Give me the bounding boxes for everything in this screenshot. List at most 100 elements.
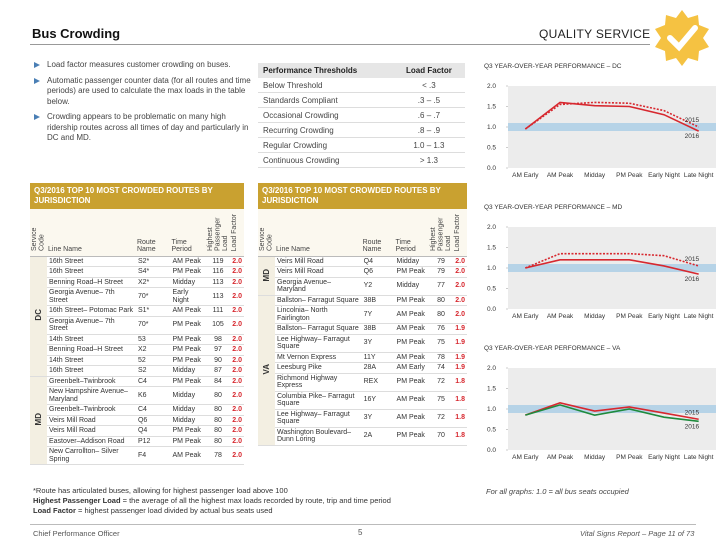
table-row: VA Ballston– Farragut Square 38B PM Peak 80 2… [258, 295, 467, 446]
header-text: Time Period [395, 238, 416, 254]
x-tick-label: PM Peak [616, 313, 643, 320]
line-chart: Q3 YEAR-OVER-YEAR PERFORMANCE – DC 0.0 0.5… [484, 63, 716, 179]
table-cell: 1.9 [453, 323, 467, 335]
table-cell: 1.8 [453, 409, 467, 428]
table-cell: < .3 [392, 78, 465, 93]
table-row: Regular Crowding 1.0 – 1.3 [258, 137, 465, 153]
table-cell: 80 [205, 436, 231, 447]
table-row: Below Threshold < .3 [258, 78, 465, 93]
y-tick-label: 1.5 [487, 104, 496, 111]
table-cell: Washington Boulevard– Dunn Loring [275, 427, 362, 446]
table-cell: 38B [361, 323, 395, 335]
table-cell: 2.0 [230, 365, 244, 377]
table-row: Ballston– Farragut Square 38B AM Peak 76 1.9 [258, 323, 467, 335]
table-cell: 84 [205, 376, 231, 387]
table-cell: 2.0 [230, 376, 244, 387]
table-cell: Ballston– Farragut Square [275, 295, 362, 306]
table-row: Georgia Avenue– 7th Street 70* PM Peak 105 2… [30, 316, 244, 335]
table-cell: 2.0 [230, 344, 244, 356]
y-tick-label: 1.5 [487, 386, 496, 393]
header-text: Line Name [48, 246, 82, 253]
y-tick-label: 0.0 [487, 165, 496, 172]
service-code: VA [258, 295, 275, 446]
series-label: 2016 [685, 276, 700, 283]
table-cell: Lee Highway– Farragut Square [275, 409, 362, 428]
table-cell: PM Peak [170, 344, 206, 356]
table-cell: Veirs Mill Road [47, 425, 136, 437]
column-header: Service Code [30, 209, 47, 257]
x-tick-label: Midday [584, 313, 606, 320]
table-cell: C4 [135, 376, 171, 387]
table-cell: 111 [205, 305, 231, 317]
table-cell: S4* [135, 266, 171, 278]
table-cell: PM Peak [170, 355, 206, 366]
table-cell: 3Y [361, 334, 395, 353]
reference-band [508, 123, 716, 131]
table-cell: Georgia Avenue– Maryland [275, 277, 362, 296]
y-tick-label: 1.5 [487, 245, 496, 252]
table-row: Veirs Mill Road Q6 PM Peak 79 2.0 [258, 266, 467, 278]
column-header: Load Factor [230, 209, 244, 257]
footnote-text: *Route has articulated buses, allowing f… [33, 486, 288, 495]
table-cell: 90 [205, 355, 231, 366]
table-cell: AM Peak [170, 446, 206, 465]
column-header: Line Name [275, 209, 362, 257]
table-cell: Midday [394, 256, 429, 267]
column-header: Line Name [47, 209, 136, 257]
table-cell: Greenbelt–Twinbrook [47, 404, 136, 416]
y-tick-label: 2.0 [487, 224, 496, 231]
table-cell: Columbia Pike– Farragut Square [275, 391, 362, 410]
reference-band [508, 264, 716, 272]
x-tick-label: AM Peak [547, 172, 574, 179]
footer-left: Chief Performance Officer [33, 529, 120, 538]
table-cell: 11Y [361, 352, 395, 363]
table-cell: 74 [428, 362, 454, 374]
y-tick-label: 0.5 [487, 286, 496, 293]
table-row: New Hampshire Avenue– Maryland K6 Midday 80… [30, 386, 244, 405]
x-tick-label: AM Early [512, 172, 539, 179]
code-text: MD [33, 413, 43, 426]
route-table: Q3/2016 TOP 10 MOST CROWDED ROUTES BY JU… [30, 183, 244, 465]
section-label: QUALITY SERVICE [539, 27, 651, 41]
column-header: Route Name [361, 209, 395, 257]
table-cell: Veirs Mill Road [275, 256, 362, 267]
column-header: Load Factor [392, 63, 465, 78]
table-cell: 1.8 [453, 391, 467, 410]
table-cell: 97 [205, 344, 231, 356]
table-cell: PM Peak [170, 425, 206, 437]
table-cell: 2.0 [453, 305, 467, 324]
footnote: Highest Passenger Load = the average of … [33, 496, 473, 506]
table-cell: 116 [205, 266, 231, 278]
series-line [525, 259, 699, 275]
table-row: 14th Street 53 PM Peak 98 2.0 [30, 334, 244, 345]
table-cell: PM Peak [394, 295, 429, 306]
bullet: Load factor measures customer crowding o… [34, 60, 252, 71]
x-tick-label: Late Night [684, 313, 714, 320]
header-rule [30, 44, 650, 45]
table-cell: 38B [361, 295, 395, 306]
table-row: MD Greenbelt–Twinbrook C4 PM Peak 84 2.0 [30, 376, 244, 465]
table-cell: 2.0 [230, 355, 244, 366]
table-cell: 53 [135, 334, 171, 345]
table-cell: 77 [428, 277, 454, 296]
table-cell: Q4 [135, 425, 171, 437]
footnote-term: Load Factor [33, 506, 76, 515]
table-cell: 80 [428, 295, 454, 306]
bullet: Automatic passenger counter data (for al… [34, 76, 252, 108]
table-cell: 1.8 [453, 373, 467, 392]
table-row: Veirs Mill Road Q4 PM Peak 80 2.0 [30, 425, 244, 437]
table-cell: 79 [428, 266, 454, 278]
code-text: DC [33, 309, 43, 322]
y-tick-label: 2.0 [487, 365, 496, 372]
graphs-note: For all graphs: 1.0 = all bus seats occu… [486, 487, 629, 496]
header-text: Highest Passenger Load [206, 217, 229, 251]
table-cell: New Carrollton– Silver Spring [47, 446, 136, 465]
code-text: MD [261, 268, 271, 281]
table-cell: PM Peak [394, 334, 429, 353]
table-cell: 2.0 [230, 316, 244, 335]
table-row: Richmond Highway Express REX PM Peak 72 1.8 [258, 373, 467, 392]
header-text: Load Factor [231, 213, 239, 251]
x-tick-label: Early Night [648, 172, 680, 179]
table-cell: 70* [135, 287, 171, 306]
service-code: MD [258, 256, 275, 296]
